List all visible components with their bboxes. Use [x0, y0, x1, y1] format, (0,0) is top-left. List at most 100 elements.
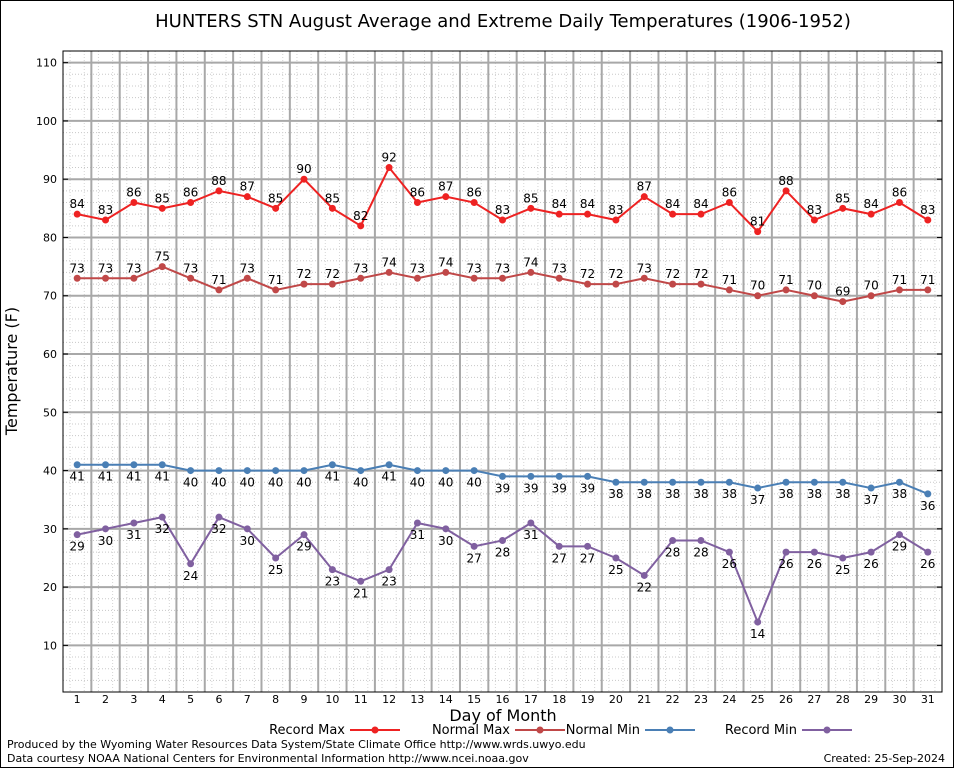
- record-min-point: [782, 548, 790, 556]
- record-min-point: [669, 536, 677, 544]
- normal-max-data-label: 74: [381, 255, 396, 269]
- record-max-data-label: 92: [381, 151, 396, 165]
- record-min-data-label: 26: [920, 557, 935, 571]
- record-min-data-label: 14: [750, 627, 765, 641]
- y-tick-label: 10: [43, 639, 57, 652]
- normal-min-data-label: 41: [381, 470, 396, 484]
- record-min-point: [754, 618, 762, 626]
- record-min-data-label: 30: [98, 534, 113, 548]
- x-tick-label: 30: [892, 693, 906, 706]
- y-tick-label: 100: [36, 115, 57, 128]
- record-max-point: [130, 199, 138, 207]
- normal-max-point: [300, 280, 308, 288]
- record-max-data-label: 87: [438, 180, 453, 194]
- record-max-data-label: 81: [750, 215, 765, 229]
- record-min-data-label: 28: [495, 545, 510, 559]
- normal-min-point: [442, 467, 450, 475]
- record-min-data-label: 21: [353, 586, 368, 600]
- record-max-point: [669, 210, 677, 218]
- normal-min-point: [272, 467, 280, 475]
- normal-min-data-label: 40: [268, 476, 283, 490]
- record-min-point: [187, 560, 195, 568]
- normal-min-point: [527, 472, 535, 480]
- y-tick-label: 40: [43, 465, 57, 478]
- x-tick-label: 22: [666, 693, 680, 706]
- x-tick-label: 4: [159, 693, 166, 706]
- normal-max-point: [187, 274, 195, 282]
- record-max-point: [725, 199, 733, 207]
- normal-min-data-label: 38: [807, 487, 822, 501]
- record-min-data-label: 27: [580, 551, 595, 565]
- normal-max-point: [158, 263, 166, 271]
- normal-min-data-label: 38: [722, 487, 737, 501]
- normal-max-point: [725, 286, 733, 294]
- record-min-point: [499, 536, 506, 544]
- record-min-point: [385, 566, 393, 574]
- record-max-point: [158, 204, 166, 212]
- normal-min-data-label: 39: [495, 481, 510, 495]
- normal-max-point: [839, 298, 847, 306]
- y-tick-label: 60: [43, 348, 57, 361]
- normal-min-data-label: 39: [523, 481, 538, 495]
- x-tick-label: 23: [694, 693, 708, 706]
- record-max-data-label: 83: [98, 203, 113, 217]
- normal-min-point: [640, 478, 648, 486]
- normal-min-data-label: 38: [835, 487, 850, 501]
- normal-min-point: [73, 461, 81, 469]
- record-max-point: [782, 187, 790, 195]
- record-min-point: [102, 525, 110, 533]
- record-min-point: [243, 525, 251, 533]
- record-min-data-label: 29: [296, 540, 311, 554]
- normal-max-data-label: 72: [580, 267, 595, 281]
- normal-max-point: [782, 286, 790, 294]
- normal-min-data-label: 41: [155, 470, 170, 484]
- record-max-point: [895, 199, 903, 207]
- record-min-point: [867, 548, 875, 556]
- normal-min-data-label: 38: [892, 487, 907, 501]
- normal-min-point: [612, 478, 620, 486]
- record-min-data-label: 26: [778, 557, 793, 571]
- normal-min-data-label: 39: [552, 481, 567, 495]
- normal-max-point: [669, 280, 677, 288]
- normal-max-data-label: 73: [183, 261, 198, 275]
- normal-max-point: [810, 292, 818, 300]
- normal-min-point: [810, 478, 818, 486]
- record-min-data-label: 25: [268, 563, 283, 577]
- normal-max-data-label: 71: [211, 273, 226, 287]
- record-max-data-label: 85: [523, 191, 538, 205]
- normal-min-data-label: 37: [750, 493, 765, 507]
- record-max-data-label: 84: [580, 197, 595, 211]
- normal-max-data-label: 73: [98, 261, 113, 275]
- record-max-data-label: 86: [183, 186, 198, 200]
- record-min-point: [470, 542, 478, 550]
- normal-min-data-label: 41: [325, 470, 340, 484]
- record-min-data-label: 26: [722, 557, 737, 571]
- normal-min-point: [328, 461, 336, 469]
- record-max-data-label: 86: [126, 186, 141, 200]
- record-max-data-label: 86: [892, 186, 907, 200]
- x-axis-title: Day of Month: [449, 706, 556, 725]
- legend-label-record-max: Record Max: [269, 723, 345, 738]
- x-tick-label: 11: [354, 693, 368, 706]
- record-min-point: [640, 571, 648, 579]
- record-max-data-label: 85: [268, 191, 283, 205]
- record-max-point: [442, 193, 450, 201]
- record-min-data-label: 28: [665, 545, 680, 559]
- normal-max-data-label: 73: [410, 261, 425, 275]
- normal-min-data-label: 38: [608, 487, 623, 501]
- normal-min-point: [867, 484, 875, 492]
- legend-label-normal-min: Normal Min: [566, 723, 640, 738]
- record-min-point: [130, 519, 138, 527]
- normal-min-data-label: 38: [637, 487, 652, 501]
- chart-title: HUNTERS STN August Average and Extreme D…: [155, 11, 851, 32]
- x-tick-label: 24: [722, 693, 736, 706]
- normal-max-point: [272, 286, 280, 294]
- normal-max-point: [499, 274, 506, 282]
- y-tick-label: 50: [43, 406, 57, 419]
- y-tick-label: 80: [43, 231, 57, 244]
- record-max-point: [187, 199, 195, 207]
- x-tick-label: 8: [272, 693, 279, 706]
- normal-max-point: [612, 280, 620, 288]
- record-max-point: [102, 216, 110, 224]
